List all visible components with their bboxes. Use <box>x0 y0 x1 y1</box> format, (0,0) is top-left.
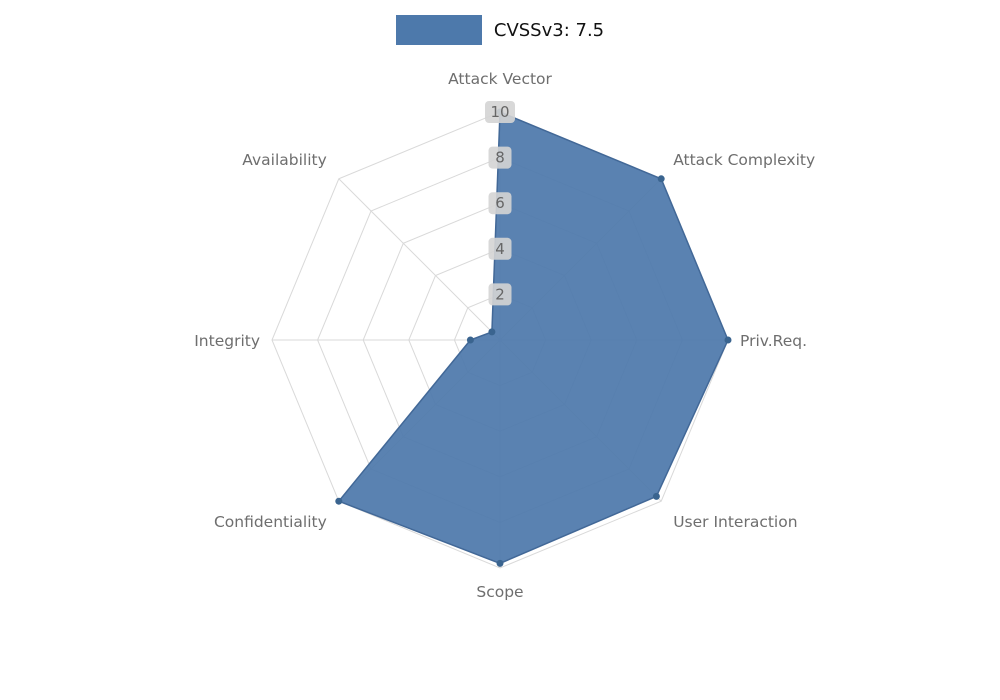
tick-box <box>488 237 512 260</box>
series-point <box>652 492 660 500</box>
tick-label: 2 <box>495 285 505 303</box>
tick-box <box>488 192 512 215</box>
axis-label: Availability <box>242 151 327 169</box>
series-point <box>335 497 343 505</box>
tick-box <box>488 146 512 169</box>
series-point <box>657 175 665 183</box>
series-point <box>488 328 496 336</box>
tick-box <box>488 283 512 306</box>
series-point <box>724 336 732 344</box>
legend-label: CVSSv3: 7.5 <box>493 19 605 41</box>
series-point <box>466 336 474 344</box>
tick-label: 8 <box>495 149 505 167</box>
axis-label: Priv.Req. <box>740 332 807 350</box>
series-point <box>496 559 504 567</box>
axis-label: Attack Complexity <box>673 151 815 169</box>
axis-label: Confidentiality <box>214 513 327 531</box>
axis-label: Integrity <box>194 332 260 350</box>
axis-label: User Interaction <box>673 513 797 531</box>
tick-label: 10 <box>490 103 509 121</box>
legend-swatch <box>395 15 482 45</box>
tick-label: 4 <box>495 240 505 258</box>
series-polygon <box>338 111 729 565</box>
tick-box <box>485 101 515 123</box>
tick-label: 6 <box>495 194 505 212</box>
legend: CVSSv3: 7.5 <box>0 15 1000 45</box>
grid-spoke <box>338 178 501 341</box>
axis-label: Attack Vector <box>448 70 552 88</box>
axis-label: Scope <box>476 583 523 601</box>
